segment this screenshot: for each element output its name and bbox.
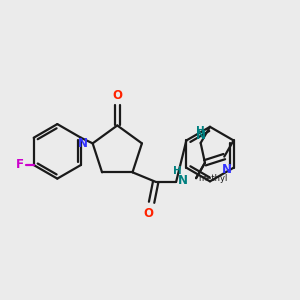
Text: F: F xyxy=(16,158,24,172)
Text: H: H xyxy=(173,166,182,176)
Text: N: N xyxy=(196,129,206,142)
Text: N: N xyxy=(222,163,232,176)
Text: N: N xyxy=(178,174,188,187)
Text: H: H xyxy=(196,126,205,136)
Text: methyl: methyl xyxy=(198,174,228,183)
Text: O: O xyxy=(112,89,122,102)
Text: N: N xyxy=(78,137,88,150)
Text: O: O xyxy=(144,207,154,220)
